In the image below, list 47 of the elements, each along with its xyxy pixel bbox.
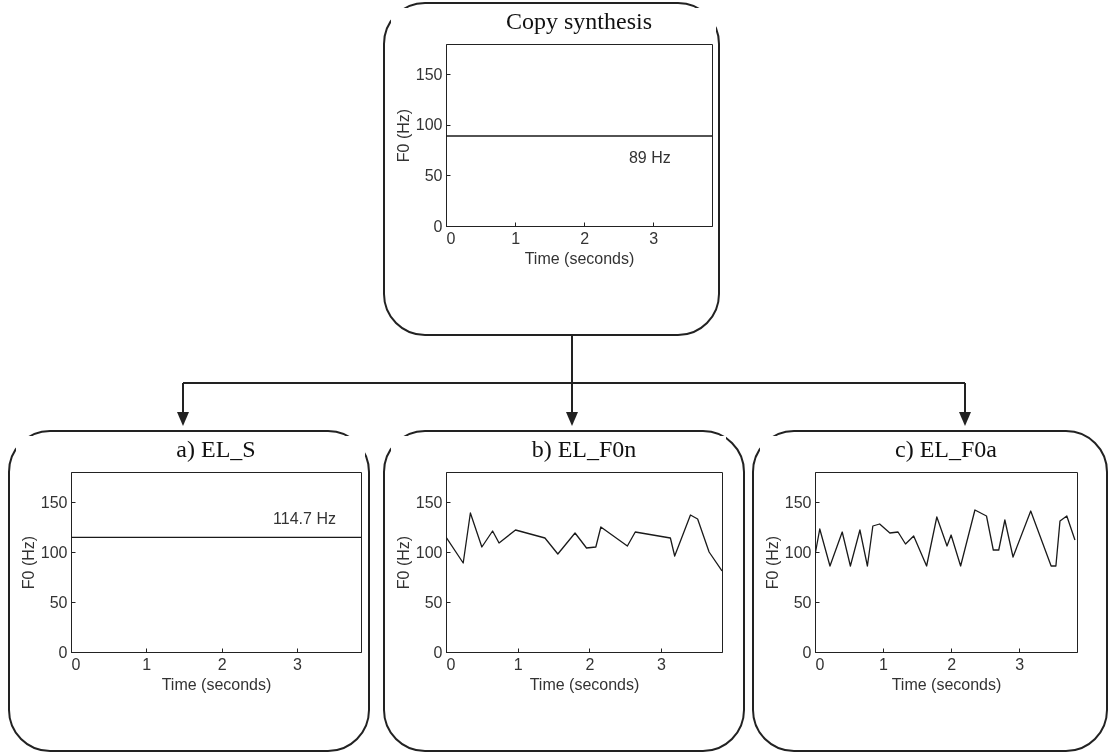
x-tick-label: 0 bbox=[815, 655, 825, 673]
y-tick-label: 50 bbox=[49, 593, 68, 611]
y-tick-label: 0 bbox=[433, 217, 443, 235]
chart-title: b) EL_F0n bbox=[531, 436, 637, 462]
x-tick-label: 0 bbox=[446, 655, 456, 673]
y-tick-label: 100 bbox=[415, 543, 443, 561]
y-tick-label: 100 bbox=[784, 543, 812, 561]
y-axis-title: F0 (Hz) bbox=[19, 535, 37, 590]
y-tick-label: 0 bbox=[802, 643, 812, 661]
annotation: 114.7 Hz bbox=[273, 510, 336, 528]
y-tick-label: 0 bbox=[433, 643, 443, 661]
x-tick-label: 2 bbox=[580, 229, 590, 247]
x-tick-label: 3 bbox=[657, 655, 667, 673]
x-tick-label: 3 bbox=[293, 655, 303, 673]
x-axis-title: Time (seconds) bbox=[161, 675, 272, 693]
chart-title: Copy synthesis bbox=[505, 8, 653, 34]
x-tick-label: 1 bbox=[511, 229, 521, 247]
x-tick-label: 1 bbox=[879, 655, 889, 673]
x-tick-label: 1 bbox=[513, 655, 523, 673]
x-tick-label: 0 bbox=[71, 655, 81, 673]
annotation: 89 Hz bbox=[628, 149, 671, 167]
y-axis-title: F0 (Hz) bbox=[394, 108, 412, 163]
y-axis-title: F0 (Hz) bbox=[763, 535, 781, 590]
x-tick-label: 2 bbox=[585, 655, 595, 673]
x-axis-title: Time (seconds) bbox=[891, 675, 1002, 693]
y-tick-label: 50 bbox=[424, 166, 443, 184]
y-tick-label: 100 bbox=[40, 543, 68, 561]
y-tick-label: 50 bbox=[424, 593, 443, 611]
y-axis-title: F0 (Hz) bbox=[394, 535, 412, 590]
x-tick-label: 2 bbox=[947, 655, 957, 673]
y-tick-label: 0 bbox=[58, 643, 68, 661]
y-tick-label: 150 bbox=[415, 493, 443, 511]
line-series bbox=[815, 509, 1076, 567]
y-tick-label: 50 bbox=[793, 593, 812, 611]
x-tick-label: 1 bbox=[142, 655, 152, 673]
x-tick-label: 3 bbox=[649, 229, 659, 247]
x-tick-label: 2 bbox=[217, 655, 227, 673]
x-tick-label: 3 bbox=[1015, 655, 1025, 673]
chart-title: a) EL_S bbox=[176, 436, 256, 462]
chart-title: c) EL_F0a bbox=[895, 436, 998, 462]
x-tick-label: 0 bbox=[446, 229, 456, 247]
x-axis-title: Time (seconds) bbox=[524, 249, 635, 267]
y-tick-label: 150 bbox=[415, 65, 443, 83]
x-axis-title: Time (seconds) bbox=[529, 675, 640, 693]
y-tick-label: 100 bbox=[415, 116, 443, 134]
y-tick-label: 150 bbox=[40, 493, 68, 511]
y-tick-label: 150 bbox=[784, 493, 812, 511]
